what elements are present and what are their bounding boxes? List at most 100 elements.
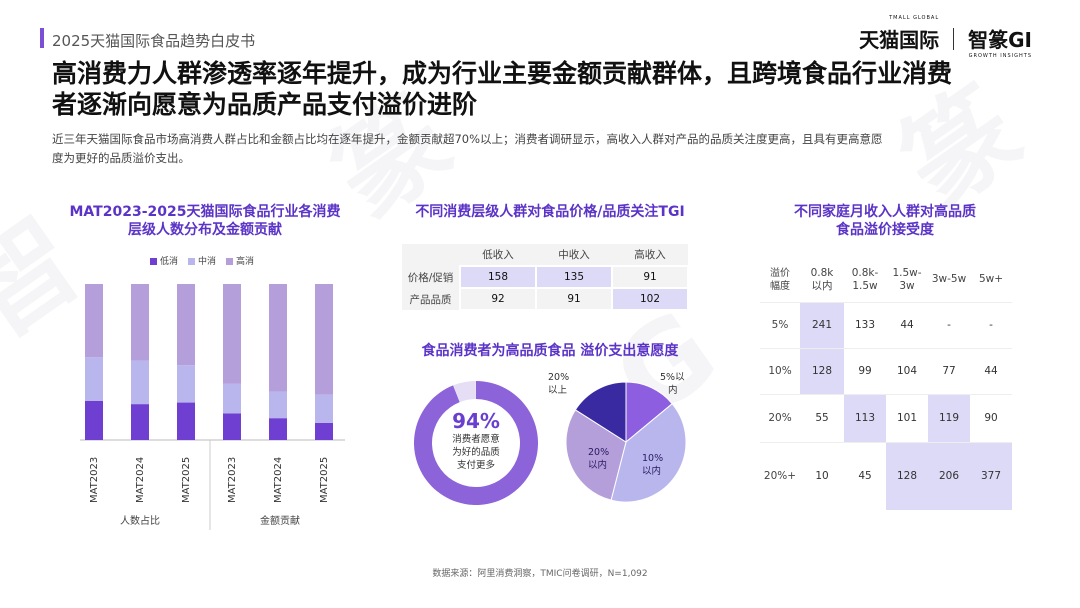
accent-bar [40,28,44,48]
bar-segment-低消 [269,418,287,440]
bar-segment-低消 [85,401,103,440]
brand-area: 天猫国际 TMALL GLOBAL 智篆GI GROWTH INSIGHTS [859,15,1032,59]
donut-center-text: 消费者愿意 为好的品质 支付更多 [452,434,500,471]
premium-row-label: 5% [760,301,800,348]
premium-cell: - [970,301,1012,348]
legend-item-low: 低消 [150,254,178,267]
x-group-label-headcount: 人数占比 [120,516,160,527]
tgi-table: 低收入 中收入 高收入 价格/促销 158 135 91 产品品质 92 91 102 [402,244,689,311]
tgi-row-label: 价格/促销 [402,266,460,288]
bar-segment-高消 [315,284,333,395]
premium-cell: 104 [886,347,928,394]
bar-segment-中消 [315,394,333,423]
donut-slice-不愿意 [453,381,476,403]
income-column-header: 5w+ [978,273,1004,286]
bar-segment-中消 [177,365,195,403]
page-subtitle: 近三年天猫国际食品市场高消费人群占比和金额占比均在逐年提升，金额贡献超70%以上… [52,132,883,165]
x-tick-label: MAT2025 [319,457,330,503]
legend-item-high: 高消 [226,254,254,267]
premium-cell: 206 [928,441,970,510]
bar-segment-中消 [223,383,241,414]
tgi-cell: 92 [459,287,537,311]
tgi-table-title: 不同消费层级人群对食品价格/品质关注TGI [415,204,685,220]
pie-slice [565,409,627,501]
zhizhuan-gi-logo: 智篆GI GROWTH INSIGHTS [968,28,1032,59]
x-group-label-amount: 金额贡献 [260,516,300,527]
premium-cell: 45 [844,441,886,510]
legend-item-mid: 中消 [188,254,216,267]
tmall-global-logo: 天猫国际 TMALL GLOBAL [859,15,940,52]
bar-segment-高消 [223,284,241,384]
income-premium-table: 溢价 幅度 0.8k 以内 0.8k- 1.5w 1.5w- 3w 3w-5w 5w+ 5% 241 1… [760,258,1012,510]
income-column-header: 0.8k- 1.5w [851,266,879,292]
income-column-header: 3w-5w [931,273,967,286]
pie-slice [574,381,627,443]
bar-segment-低消 [315,422,333,440]
donut-hole [434,401,518,485]
premium-cell: 128 [886,441,928,510]
tgi-cell: 135 [535,265,613,289]
pie-slice [610,403,687,503]
premium-cell: 77 [928,347,970,394]
bar-segment-中消 [269,391,287,419]
donut-center-percent: 94% [452,409,500,433]
premium-cell: 113 [844,393,886,442]
pie-label-20pct-plus: 20% 以上 [548,372,570,396]
premium-row-label: 20%+ [760,441,800,510]
tgi-cell: 91 [535,287,613,311]
tgi-cell: 102 [611,287,689,311]
premium-cell: 44 [970,347,1012,394]
pie-label-5pct: 5%以 内 [660,372,685,396]
income-premium-title: 不同家庭月收入人群对高品质 食品溢价接受度 [794,204,976,238]
page-title: 高消费力人群渗透率逐年提升，成为行业主要金额贡献群体，且跨境食品行业消费 者逐渐… [52,59,953,119]
premium-cell: 10 [800,441,844,510]
bar-chart-legend: 低消 中消 高消 [150,254,254,267]
tgi-row-label: 产品品质 [402,288,460,310]
pie-label-20pct: 20% 以内 [588,447,610,471]
tgi-cell: 91 [611,265,689,289]
bar-segment-低消 [131,404,149,440]
bar-segment-中消 [85,357,103,401]
premium-cell: - [928,301,970,348]
premium-row-label: 10% [760,347,800,394]
bar-segment-中消 [131,360,149,405]
premium-row-label: 20% [760,393,800,442]
premium-cell: 55 [800,393,844,442]
brand-divider [953,27,955,50]
premium-cell: 101 [886,393,928,442]
bar-segment-低消 [177,402,195,440]
bar-segment-高消 [177,284,195,366]
tgi-column-header [402,244,460,266]
premium-cell: 119 [928,393,970,442]
bar-segment-高消 [269,284,287,392]
premium-cell: 44 [886,301,928,348]
x-tick-label: MAT2025 [181,457,192,503]
bar-segment-高消 [85,284,103,358]
premium-cell: 90 [970,393,1012,442]
tgi-cell: 158 [459,265,537,289]
pie-label-10pct: 10% 以内 [642,453,664,477]
income-column-header: 1.5w- 3w [892,266,922,292]
premium-willingness-title: 食品消费者为高品质食品 溢价支出意愿度 [421,343,679,359]
x-tick-label: MAT2023 [227,457,238,503]
premium-cell: 377 [970,441,1012,510]
premium-cell: 128 [800,347,844,394]
x-tick-label: MAT2024 [135,457,146,503]
tgi-column-header: 高收入 [612,244,688,266]
premium-cell: 133 [844,301,886,348]
pie-slice [625,381,673,444]
bar-segment-低消 [223,413,241,440]
premium-corner-header: 溢价 幅度 [770,267,790,292]
income-column-header: 0.8k 以内 [810,266,834,292]
data-source: 数据来源：阿里消费洞察，TMIC问卷调研，N=1,092 [432,569,648,579]
premium-cell: 99 [844,347,886,394]
premium-cell: 241 [800,301,844,348]
bar-segment-高消 [131,284,149,361]
tgi-column-header: 低收入 [460,244,536,266]
x-tick-label: MAT2024 [273,457,284,503]
tgi-column-header: 中收入 [536,244,612,266]
x-tick-label: MAT2023 [89,457,100,503]
report-name: 2025天猫国际食品趋势白皮书 [52,32,256,50]
